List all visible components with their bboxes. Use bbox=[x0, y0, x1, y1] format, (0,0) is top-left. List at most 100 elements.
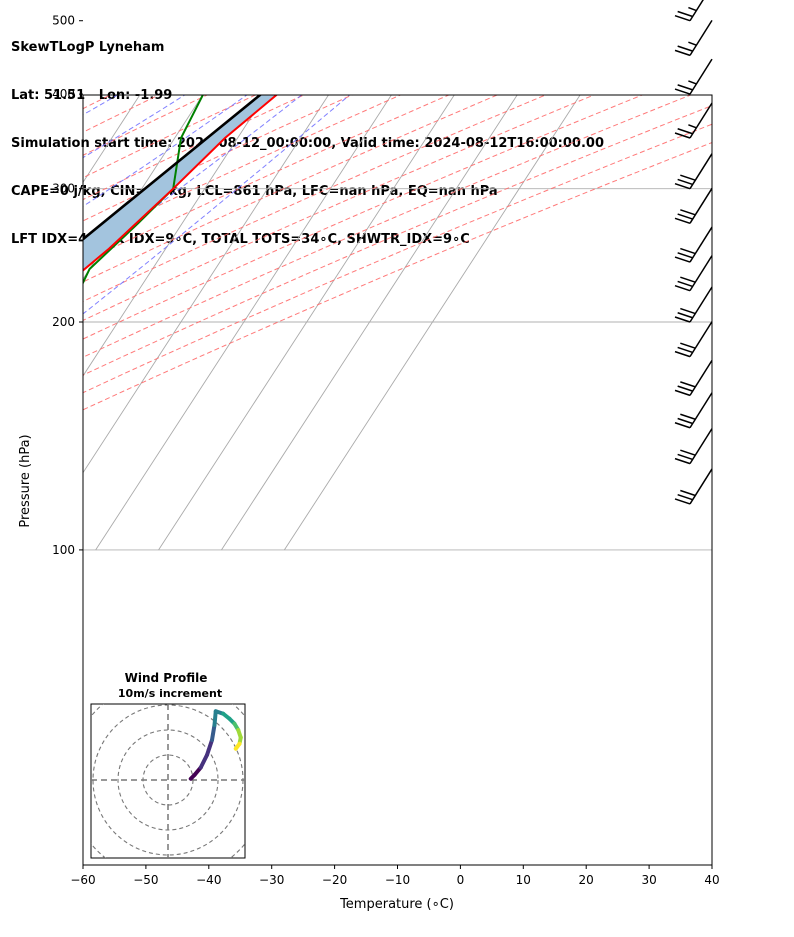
hodograph-trace bbox=[198, 753, 209, 770]
moist-adiabat-line bbox=[83, 95, 248, 207]
y-tick-label: 100 bbox=[52, 543, 75, 557]
wind-barb bbox=[674, 0, 704, 22]
cin-shading bbox=[83, 95, 277, 271]
x-tick-label: 20 bbox=[579, 873, 594, 887]
moist-adiabat-line bbox=[0, 0, 535, 550]
x-tick-label: −30 bbox=[259, 873, 284, 887]
cape-line: CAPE=0 j/kg, CIN=0 j/kg, LCL=861 hPa, LF… bbox=[11, 184, 498, 199]
wind-barb bbox=[674, 359, 713, 397]
chart-header: SkewTLogP Lyneham Lat: 51.51 Lon: -1.99 … bbox=[11, 8, 604, 264]
wind-barb-flag bbox=[674, 457, 691, 465]
x-tick-label: 40 bbox=[704, 873, 719, 887]
plot-area bbox=[0, 0, 752, 551]
wind-barb-staff bbox=[689, 359, 713, 396]
dry-adiabat-line bbox=[83, 95, 499, 283]
dry-adiabat-line bbox=[0, 0, 688, 550]
isotherm-line bbox=[0, 0, 95, 550]
x-tick-label: −10 bbox=[385, 873, 410, 887]
dry-adiabat-line bbox=[0, 0, 752, 550]
hodograph-trace bbox=[233, 741, 242, 751]
wind-barb-flag bbox=[677, 178, 693, 186]
moist-adiabat-line bbox=[0, 0, 472, 550]
wind-barb bbox=[674, 255, 713, 292]
y-tick-label: 200 bbox=[52, 315, 75, 329]
moist-adiabat-line bbox=[0, 0, 567, 550]
wind-barb-staff bbox=[689, 0, 704, 22]
isotherm-line bbox=[0, 0, 221, 550]
wind-barb-flag bbox=[674, 256, 691, 263]
wind-barb-flag bbox=[674, 316, 691, 323]
parcel-path-line bbox=[83, 95, 263, 241]
wind-barb-half-flag bbox=[688, 6, 697, 12]
y-axis-label: Pressure (hPa) bbox=[18, 434, 33, 527]
wind-barb-flag bbox=[677, 453, 693, 461]
wind-barb-half-flag bbox=[688, 124, 697, 129]
wind-barb-flag bbox=[674, 182, 691, 190]
wind-barb-staff bbox=[689, 392, 713, 429]
wind-barb-flag bbox=[677, 417, 693, 425]
wind-barb-staff bbox=[689, 286, 713, 323]
wind-barb bbox=[674, 428, 713, 465]
dry-adiabat-line bbox=[83, 95, 644, 340]
moist-adiabat-line bbox=[0, 0, 410, 550]
wind-barb-staff bbox=[689, 58, 713, 95]
dry-adiabat-line bbox=[83, 95, 692, 358]
moist-adiabat-line bbox=[83, 95, 186, 159]
x-tick-label: −60 bbox=[70, 873, 95, 887]
moist-adiabat-line bbox=[83, 95, 119, 116]
wind-barb-flag bbox=[680, 247, 696, 255]
wind-barb-half-flag bbox=[688, 80, 697, 85]
axes: −60 −50 −40 −30 −20 −10 0 10 20 30 40 100 200 300 400 5… bbox=[52, 0, 720, 887]
x-tick-label: 0 bbox=[457, 873, 465, 887]
wind-barb-flag bbox=[677, 213, 693, 220]
hodograph-trace bbox=[205, 738, 214, 757]
x-tick-label: −50 bbox=[133, 873, 158, 887]
y-tick-label: 400 bbox=[52, 87, 75, 101]
wind-barb-flag bbox=[674, 350, 691, 358]
moist-adiabat-line bbox=[0, 0, 378, 550]
wind-barb-flag bbox=[680, 209, 696, 216]
wind-barb-staff bbox=[689, 321, 713, 358]
wind-barb-staff bbox=[689, 428, 713, 465]
wind-barb-flag bbox=[677, 312, 693, 319]
isotherm-line bbox=[83, 95, 267, 377]
isotherm-line bbox=[284, 95, 581, 551]
dry-adiabat-line bbox=[83, 95, 596, 321]
dry-adiabat-line bbox=[0, 0, 560, 550]
hodograph-trace bbox=[210, 723, 217, 742]
dry-adiabat-line bbox=[83, 95, 305, 201]
dry-adiabat-line bbox=[83, 95, 451, 263]
x-axis-label: Temperature (∘C) bbox=[339, 897, 454, 912]
moist-adiabat-line bbox=[0, 0, 347, 550]
dry-adiabat-line bbox=[83, 95, 160, 133]
wind-barb bbox=[674, 226, 713, 263]
chart-title: SkewTLogP Lyneham bbox=[11, 40, 165, 55]
dry-adiabat-line bbox=[0, 0, 497, 550]
y-tick-label: 300 bbox=[52, 182, 75, 196]
wind-barb bbox=[674, 392, 713, 429]
wind-barb-staff bbox=[689, 468, 713, 505]
dry-adiabat-line bbox=[83, 105, 712, 376]
wind-barb-flag bbox=[677, 252, 693, 259]
wind-barb bbox=[674, 321, 713, 358]
wind-barb-flag bbox=[677, 128, 693, 135]
moist-adiabat-line bbox=[83, 95, 351, 315]
wind-barb bbox=[674, 187, 713, 225]
wind-barb-flag bbox=[680, 413, 696, 420]
dry-adiabat-line bbox=[83, 123, 712, 394]
isotherm-line bbox=[221, 95, 518, 551]
wind-barb-flag bbox=[674, 132, 691, 139]
wind-barb-flag bbox=[674, 15, 691, 22]
dry-adiabat-line bbox=[83, 95, 209, 156]
x-tick-label: −40 bbox=[196, 873, 221, 887]
wind-barb-flag bbox=[674, 498, 691, 505]
x-tick-label: 10 bbox=[516, 873, 531, 887]
wind-barb-flag bbox=[677, 45, 693, 52]
isotherm-line bbox=[0, 0, 284, 550]
wind-barb bbox=[674, 468, 713, 505]
isotherm-line bbox=[83, 95, 141, 184]
wind-barb-flag bbox=[680, 276, 696, 283]
wind-barb-flag bbox=[674, 422, 691, 429]
wind-barb-flag bbox=[680, 489, 696, 497]
